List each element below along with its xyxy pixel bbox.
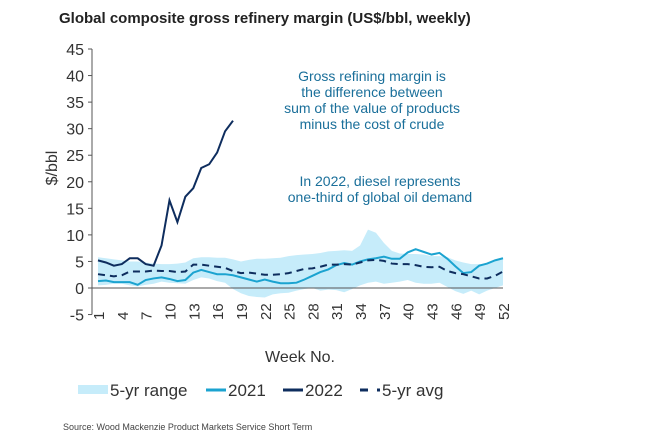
legend-label: 5-yr range <box>110 381 187 400</box>
y-axis-label: $/bbl <box>44 151 61 186</box>
y-tick-label: 35 <box>66 95 84 112</box>
x-tick-label: 10 <box>162 303 179 320</box>
y-tick-label: 30 <box>66 122 84 139</box>
y-tick-label: -5 <box>70 308 84 325</box>
x-tick-label: 1 <box>91 312 108 320</box>
x-tick-label: 37 <box>377 303 394 320</box>
legend-label: 5-yr avg <box>382 381 443 400</box>
x-tick-label: 28 <box>305 303 322 320</box>
y-tick-label: 5 <box>75 254 84 271</box>
x-tick-label: 31 <box>329 303 346 320</box>
y-tick-label: 45 <box>66 42 84 59</box>
x-axis-label: Week No. <box>265 349 335 366</box>
annotation-text: sum of the value of products <box>284 100 460 116</box>
annotation-text: the difference between <box>301 84 442 100</box>
x-tick-label: 40 <box>401 303 418 320</box>
y-tick-label: 25 <box>66 148 84 165</box>
x-tick-label: 49 <box>472 303 489 320</box>
y-tick-label: 15 <box>66 201 84 218</box>
legend-label: 2021 <box>228 381 266 400</box>
x-tick-label: 43 <box>425 303 442 320</box>
legend-label: 2022 <box>305 381 343 400</box>
x-tick-label: 34 <box>353 303 370 320</box>
series-line-2022 <box>97 120 234 267</box>
series-line-2021 <box>97 248 504 286</box>
range-area <box>98 229 503 298</box>
y-tick-label: 10 <box>66 228 84 245</box>
x-tick-label: 46 <box>448 303 465 320</box>
annotation-text: Gross refining margin is <box>298 68 446 84</box>
legend-swatch <box>78 385 108 394</box>
y-tick-label: 20 <box>66 175 84 192</box>
y-tick-label: 0 <box>75 281 84 298</box>
x-tick-label: 7 <box>139 312 156 320</box>
x-tick-label: 22 <box>258 303 275 320</box>
x-tick-label: 4 <box>115 312 132 320</box>
x-tick-label: 25 <box>282 303 299 320</box>
annotation-text: In 2022, diesel represents <box>299 173 460 189</box>
annotation-text: one-third of global oil demand <box>288 189 472 205</box>
x-tick-label: 16 <box>210 303 227 320</box>
x-tick-label: 52 <box>496 303 513 320</box>
series-line-5-yr-avg <box>97 258 504 280</box>
source-note: Source: Wood Mackenzie Product Markets S… <box>63 422 313 432</box>
y-tick-label: 40 <box>66 69 84 86</box>
x-tick-label: 13 <box>186 303 203 320</box>
x-tick-label: 19 <box>234 303 251 320</box>
chart-title: Global composite gross refinery margin (… <box>59 10 471 27</box>
annotation-text: minus the cost of crude <box>300 116 445 132</box>
